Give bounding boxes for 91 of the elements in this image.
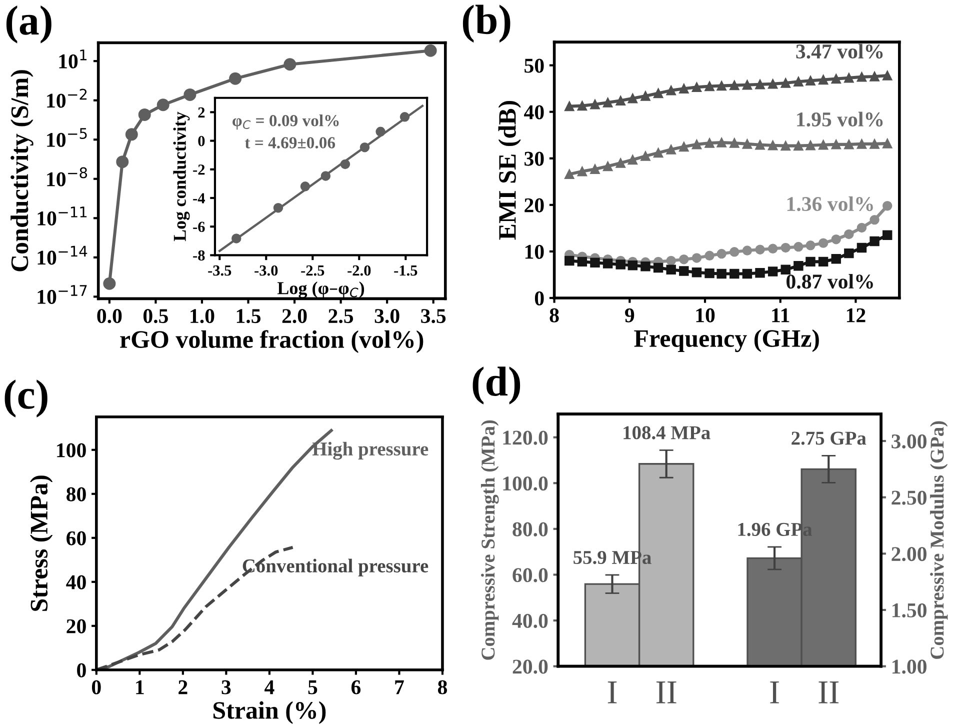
y2-axis-title: Compressive Modulus (GPa) [930, 421, 948, 659]
data-label: 2.75 GPa [792, 432, 866, 445]
y-axis-title: EMI SE (dB) [498, 100, 521, 240]
x-tick-label: 9 [625, 308, 634, 322]
series-label: 1.36 vol% [787, 196, 873, 212]
x-tick-label: 6 [351, 680, 361, 694]
y-tick-label: 40 [66, 575, 86, 590]
x-tick-label: 2 [178, 680, 188, 694]
x-tick-label: -3.5 [208, 265, 232, 276]
x-tick-label: 0.5 [143, 309, 168, 324]
y2-tick-label: 1.50 [892, 603, 926, 618]
annotation: t = 4.69±0.06 [244, 137, 336, 148]
y-tick-label: 80 [66, 487, 86, 502]
y-tick-label: -8 [193, 250, 205, 261]
y2-tick-label: 2.00 [892, 547, 926, 562]
x-tick-label: 1.5 [236, 309, 261, 324]
y-axis-title: Compressive Strength (MPa) [480, 420, 499, 660]
y-tick-label: 0 [534, 291, 544, 306]
y-tick-label: 10$^{−11}$ [38, 206, 87, 226]
x-tick-label: 0.0 [97, 309, 122, 324]
x-tick-label: I [608, 681, 617, 704]
y-tick-label: 0 [198, 136, 205, 146]
y-tick-label: 50 [524, 58, 544, 73]
annotation: φ$_{C}$ = 0.09 vol% [232, 114, 339, 130]
y-tick-label: 60 [66, 531, 86, 546]
x-axis-title: Strain (%) [213, 701, 326, 724]
y-axis-title: Conductivity (S/m) [10, 70, 34, 272]
y-tick-label: 120.0 [503, 430, 548, 445]
y-tick-label: 100.0 [503, 476, 548, 491]
y-tick-label: 40 [524, 105, 544, 120]
y-tick-label: 40.0 [512, 614, 548, 628]
y-tick-label: 10$^{−17}$ [38, 285, 87, 304]
y-tick-label: 10$^{1}$ [59, 50, 87, 68]
x-tick-label: I [770, 681, 779, 704]
x-tick-label: 10 [696, 308, 715, 322]
x-tick-label: 1.0 [190, 309, 214, 324]
y2-tick-label: 3.00 [892, 434, 926, 449]
chart-title: (d) [472, 366, 520, 404]
x-tick-label: 11 [772, 308, 790, 322]
x-tick-label: 3.5 [421, 309, 446, 324]
data-label: 108.4 MPa [624, 426, 710, 440]
x-tick-label: 8 [438, 680, 447, 694]
chart-title: (c) [4, 380, 48, 418]
x-tick-label: -1.5 [394, 265, 418, 276]
y-tick-label: 20 [524, 198, 544, 212]
y-tick-label: 10$^{−2}$ [47, 88, 87, 108]
y-tick-label: 100 [57, 443, 86, 458]
x-axis-title: Log (φ–φ$_{C}$) [277, 282, 364, 298]
x-tick-label: II [656, 681, 676, 704]
x-tick-label: -2.0 [348, 265, 371, 276]
y-tick-label: 30 [524, 152, 544, 166]
x-tick-label: -2.5 [301, 265, 324, 276]
y-tick-label: 0 [77, 663, 86, 678]
y-axis-title: Log conductivity [173, 112, 190, 242]
y-tick-label: 20 [66, 619, 86, 634]
y-tick-label: 10 [525, 244, 544, 259]
x-tick-label: 7 [395, 680, 404, 694]
series-label: 0.87 vol% [786, 274, 873, 289]
y-tick-label: 10$^{−14}$ [38, 246, 88, 265]
x-tick-label: -3.0 [254, 265, 278, 276]
x-tick-label: 12 [846, 308, 866, 322]
x-tick-label: 2.5 [328, 309, 354, 324]
x-tick-label: II [818, 681, 839, 704]
x-tick-label: 1 [136, 680, 144, 694]
x-tick-label: 3 [222, 680, 231, 694]
x-tick-label: 5 [308, 680, 318, 694]
y-tick-label: 20.0 [512, 660, 548, 674]
series-label: Conventional pressure [242, 558, 428, 576]
y-axis-title: Stress (MPa) [30, 476, 53, 611]
y-tick-label: -4 [193, 193, 205, 204]
x-tick-label: 2.0 [282, 309, 307, 324]
series-label: 1.95 vol% [797, 112, 883, 127]
y-tick-label: 10$^{−5}$ [47, 128, 87, 147]
x-axis-title: rGO volume fraction (vol%) [120, 330, 424, 354]
x-tick-label: 3.0 [374, 309, 400, 324]
y-tick-label: 80.0 [512, 522, 548, 536]
y-tick-label: 60.0 [512, 568, 548, 582]
x-tick-label: 8 [550, 308, 559, 322]
y-tick-label: -6 [193, 222, 205, 232]
y2-tick-label: 2.50 [892, 490, 926, 505]
x-tick-label: 4 [264, 680, 274, 694]
y-tick-label: 10$^{−8}$ [47, 167, 88, 186]
x-tick-label: 0 [92, 680, 101, 694]
x-axis-title: Frequency (GHz) [634, 329, 819, 352]
y2-tick-label: 1.00 [892, 660, 926, 674]
chart-title: (b) [462, 4, 510, 43]
chart-title: (a) [6, 6, 52, 44]
y-tick-label: 2 [198, 107, 205, 118]
y-tick-label: -2 [193, 164, 205, 175]
series-label: 3.47 vol% [796, 44, 883, 59]
series-label: High pressure [312, 442, 428, 460]
